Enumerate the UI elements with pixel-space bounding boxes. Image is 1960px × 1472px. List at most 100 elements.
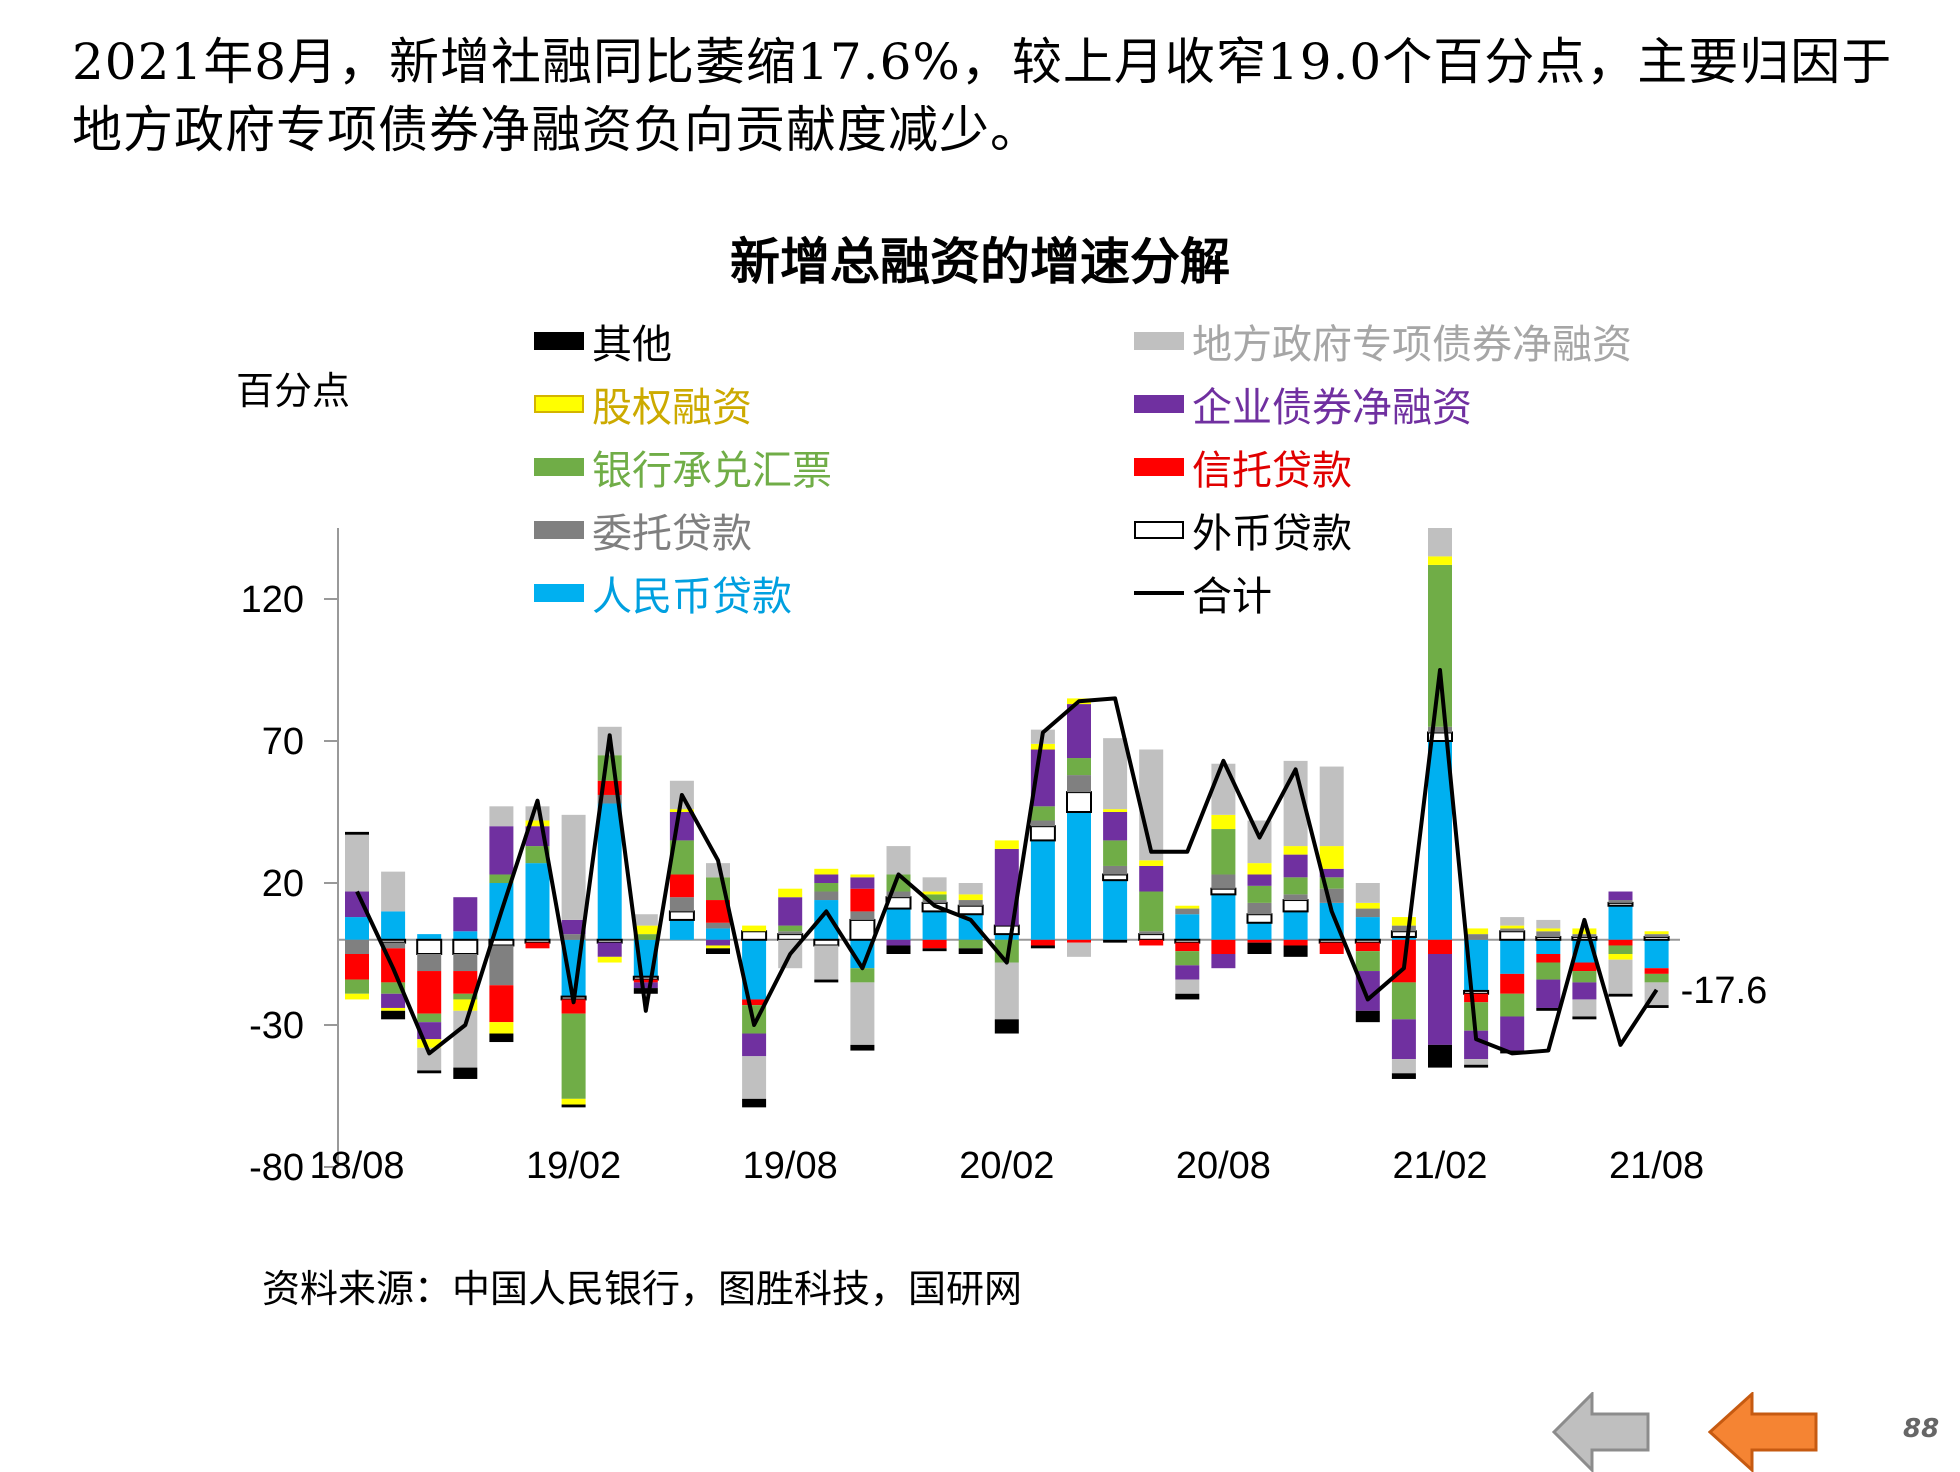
bar-segment	[1211, 763, 1236, 815]
bar-segment	[1319, 888, 1344, 903]
bar-segment	[381, 993, 406, 1008]
legend-swatch	[534, 458, 584, 476]
bar-segment	[706, 945, 730, 949]
bar-segment	[525, 820, 550, 827]
bar-segment	[1247, 942, 1272, 954]
bar-segment	[525, 846, 550, 864]
bar-segment	[886, 846, 911, 875]
bar-segment	[1428, 564, 1452, 727]
x-tick-label: 20/08	[1176, 1145, 1271, 1187]
bar-segment	[1428, 939, 1452, 954]
bar-segment	[1643, 935, 1670, 941]
bar-segment	[1175, 905, 1200, 909]
bar-segment	[1067, 775, 1091, 793]
bar-segment	[1283, 877, 1308, 895]
arrow-left-gray-icon[interactable]	[1552, 1392, 1652, 1472]
bar-segment	[850, 968, 875, 983]
bar-segment	[814, 874, 839, 883]
bar-segment	[417, 1039, 442, 1048]
bar-segment	[1283, 854, 1308, 878]
bar-segment	[489, 806, 514, 827]
bar-segment	[1608, 959, 1633, 994]
legend-swatch	[1134, 591, 1184, 595]
bar-segment	[345, 939, 369, 954]
legend-label: 合计	[1192, 574, 1272, 620]
last-value-label: -17.6	[1681, 970, 1768, 1012]
bar-segment	[1247, 874, 1272, 886]
bar-segment	[1572, 971, 1597, 983]
bar-segment	[561, 919, 586, 935]
source-note: 资料来源：中国人民银行，图胜科技，国研网	[262, 1267, 1023, 1311]
chart-title: 新增总融资的增速分解	[730, 233, 1230, 291]
bar-segment	[597, 956, 622, 963]
bar-segment	[1030, 945, 1055, 949]
bar-segment	[813, 938, 840, 947]
bar-segment	[417, 934, 442, 940]
bar-segment	[957, 904, 984, 916]
legend-swatch	[1134, 395, 1184, 413]
bar-segment	[1500, 973, 1525, 994]
bar-segment	[1500, 925, 1525, 929]
bar-segment	[1391, 917, 1416, 926]
bar-segment	[1103, 880, 1128, 940]
headline: 2021年8月，新增社融同比萎缩17.6%，较上月收窄19.0个百分点，主要归因…	[72, 33, 1893, 159]
bar-segment	[1139, 865, 1164, 892]
bar-segment	[1644, 1005, 1669, 1008]
bar-segment	[1572, 934, 1597, 937]
bar-segment	[1391, 936, 1416, 940]
legend-label: 信托贷款	[1192, 448, 1352, 494]
bar-segment	[1391, 1059, 1416, 1074]
arrow-left-orange-icon[interactable]	[1708, 1392, 1820, 1472]
bar-segment	[1318, 938, 1345, 944]
bar-segment	[1175, 942, 1200, 952]
bar-segment	[1319, 942, 1344, 954]
bar-segment	[742, 1033, 767, 1057]
bar-segment	[561, 999, 586, 1014]
bar-segment	[742, 1098, 767, 1108]
bar-segment	[1030, 806, 1055, 821]
page-number: 88	[1903, 1414, 1940, 1444]
bar-segment	[1536, 962, 1561, 980]
bar-segment	[706, 939, 730, 946]
bar-segment	[1175, 914, 1200, 940]
bar-segment	[706, 863, 730, 878]
bar-segment	[1175, 951, 1200, 966]
bar-segment	[1283, 911, 1308, 940]
bar-segment	[489, 945, 514, 986]
bar-segment	[922, 877, 947, 892]
bar-segment	[922, 894, 947, 901]
bar-segment	[922, 911, 947, 940]
bar-segment	[1103, 738, 1128, 810]
bar-segment	[1175, 993, 1200, 1000]
bar-segment	[1428, 954, 1452, 1045]
bar-segment	[922, 939, 947, 949]
bar-segment	[778, 925, 803, 932]
bar-segment	[886, 939, 911, 946]
bar-segment	[1500, 928, 1525, 932]
bar-segment	[1572, 1016, 1597, 1020]
bar-segment	[1500, 993, 1525, 1017]
bar-segment	[596, 938, 623, 944]
bar-segment	[1428, 1044, 1452, 1068]
bar-segment	[922, 891, 947, 895]
bar-segment	[345, 979, 369, 994]
bar-segment	[597, 755, 622, 781]
bar-segment	[1247, 939, 1272, 943]
bar-segment	[993, 924, 1020, 936]
bar-segment	[1139, 931, 1164, 935]
bar-segment	[1608, 993, 1633, 997]
bar-segment	[1355, 908, 1380, 918]
bar-segment	[850, 874, 875, 878]
bar-segment	[1391, 925, 1416, 932]
bar-segment	[1428, 726, 1452, 733]
bar-segment	[633, 934, 658, 940]
bar-segment	[489, 985, 514, 1023]
bar-segment	[1211, 814, 1236, 830]
bar-segment	[1067, 758, 1091, 776]
bar-segment	[561, 934, 586, 940]
bar-segment	[778, 931, 803, 935]
bar-segment	[1644, 939, 1669, 969]
bar-segment	[1572, 982, 1597, 1000]
bar-segment	[1535, 935, 1562, 941]
